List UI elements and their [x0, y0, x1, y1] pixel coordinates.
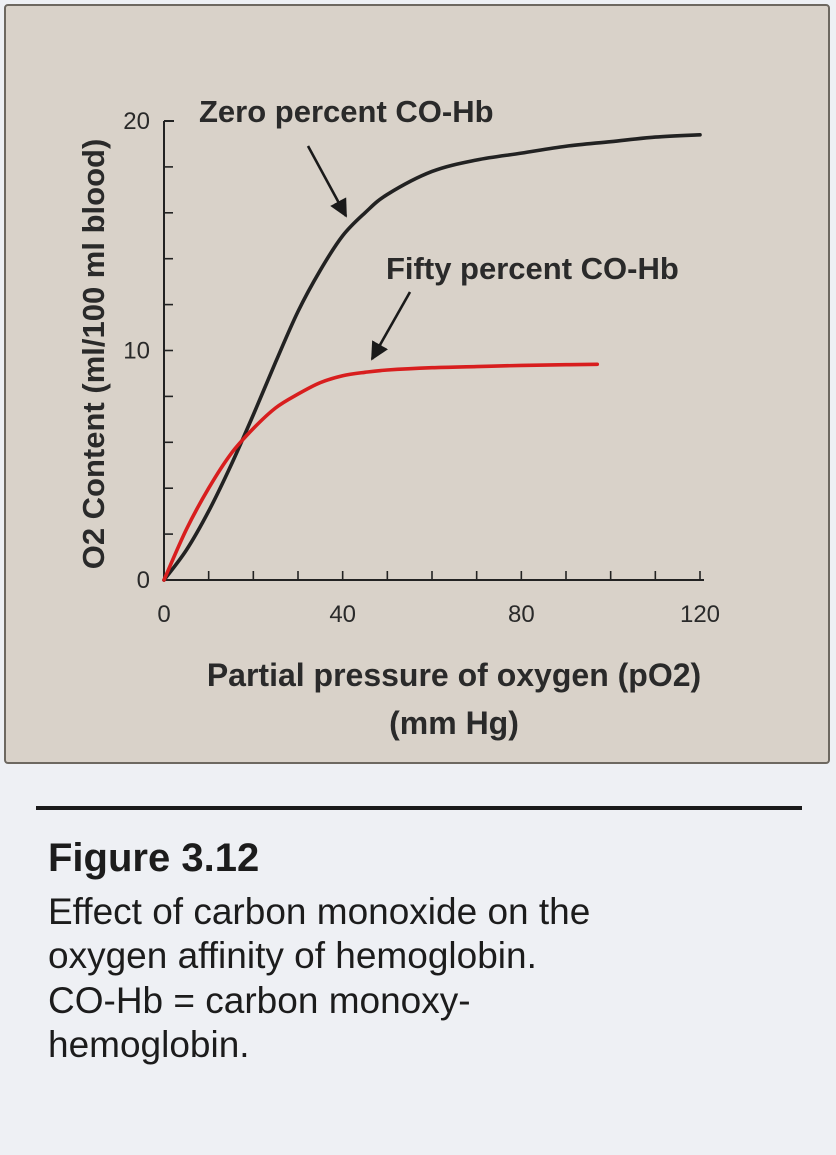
- x-tick-label: 0: [157, 601, 170, 628]
- caption-text: Effect of carbon monoxide on the oxygen …: [48, 890, 808, 1068]
- x-axis-units: (mm Hg): [389, 705, 519, 741]
- x-tick-label: 40: [329, 601, 356, 628]
- caption-line: hemoglobin.: [48, 1024, 250, 1066]
- x-axis-label: Partial pressure of oxygen (pO2): [207, 657, 701, 693]
- caption-line: Effect of carbon monoxide on the: [48, 891, 591, 932]
- plot-panel: 0 40 80 120 0 10 20 Zero percent CO-Hb Fifty per…: [4, 4, 830, 764]
- y-tick-label: 0: [137, 567, 150, 594]
- series-annotation-label: Fifty percent CO-Hb: [386, 251, 679, 286]
- y-tick-label: 10: [123, 338, 150, 365]
- y-tick-label: 20: [123, 108, 150, 135]
- caption-line: oxygen affinity of hemoglobin.: [48, 935, 537, 977]
- caption-line: CO-Hb = carbon monoxy-: [48, 979, 471, 1021]
- y-axis-label: O2 Content (ml/100 ml blood): [76, 139, 111, 570]
- series-line-fifty-percent: [162, 362, 600, 582]
- annotation-arrow: [306, 145, 348, 218]
- x-tick-label: 80: [508, 601, 535, 628]
- figure-caption: Figure 3.12 Effect of carbon monoxide on…: [48, 836, 808, 1068]
- series-line-zero-percent: [162, 132, 702, 582]
- divider-rule: [36, 806, 802, 810]
- figure-label: Figure 3.12: [48, 836, 260, 880]
- annotation-arrow: [370, 291, 412, 361]
- chart: 0 40 80 120 0 10 20 Zero percent CO-Hb Fifty per…: [76, 94, 720, 741]
- series-annotation-label: Zero percent CO-Hb: [199, 94, 494, 129]
- x-tick-label: 120: [680, 601, 720, 628]
